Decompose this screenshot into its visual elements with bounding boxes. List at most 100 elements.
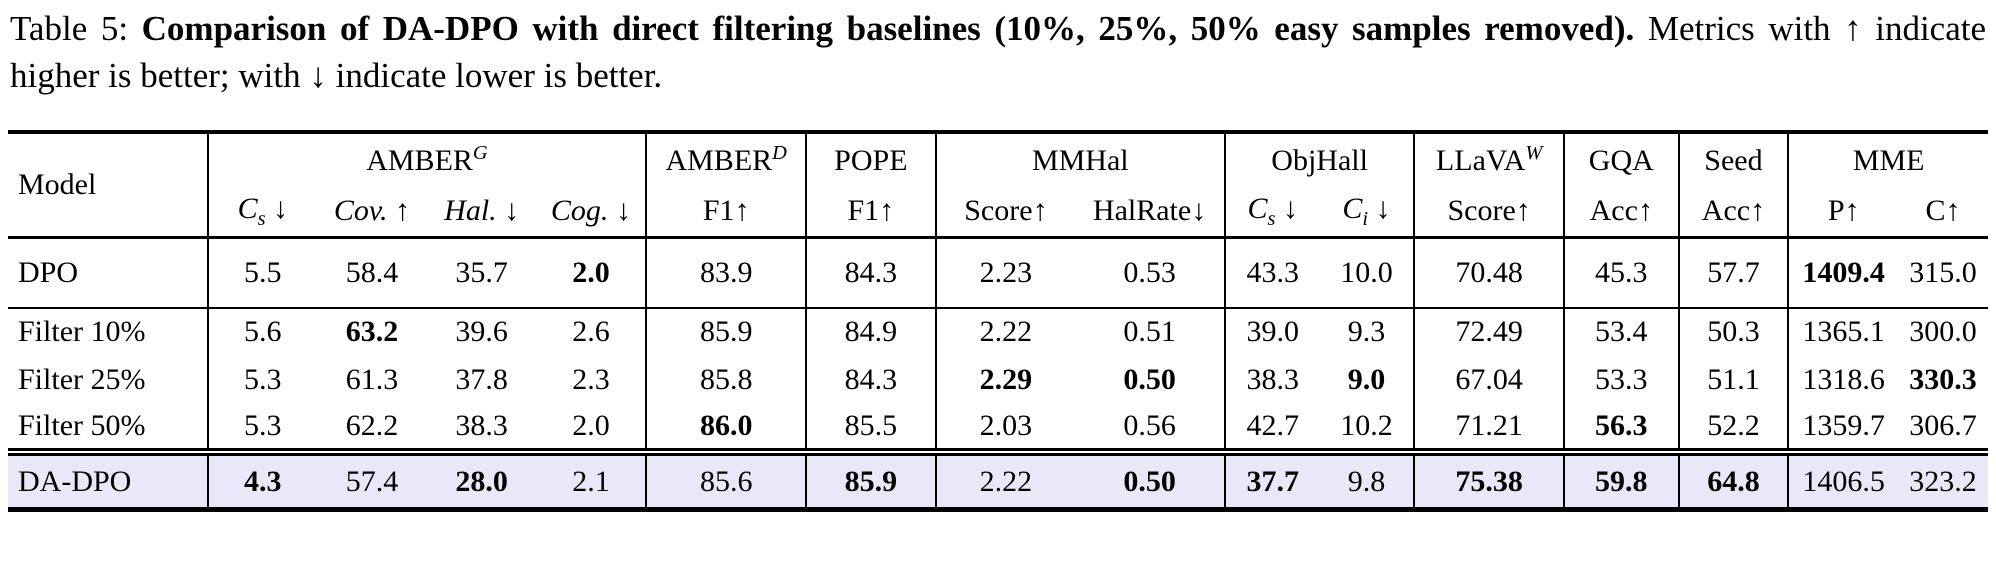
value-cell: 83.9: [646, 237, 808, 309]
col-group-llava-w: LLaVAW: [1414, 131, 1565, 186]
value-cell: 84.3: [806, 237, 937, 309]
value-cell: 9.0: [1319, 355, 1416, 404]
value-cell: 37.7: [1224, 451, 1320, 510]
col-group-seed: Seed: [1678, 131, 1790, 186]
value-cell: 57.4: [317, 451, 427, 510]
value-cell: 62.2: [317, 403, 427, 456]
value-cell: 0.53: [1075, 237, 1226, 309]
col-group-pope: POPE: [806, 131, 937, 186]
col-group-gqa: GQA: [1563, 131, 1680, 186]
value-cell: 2.23: [935, 237, 1076, 309]
subheader-pope-f1: F1↑: [806, 185, 937, 238]
value-cell: 0.51: [1075, 307, 1226, 356]
value-cell: 2.6: [536, 307, 648, 356]
value-cell: 300.0: [1909, 315, 1977, 349]
value-cell: 71.21: [1414, 403, 1565, 456]
value-cell: 5.3: [207, 403, 318, 456]
value-cell: 85.9: [806, 451, 937, 510]
table-row: Filter 25% 5.3 61.3 37.8 2.3 85.8 84.3 2.29 0.50…: [8, 355, 1988, 404]
subheader-cs: Cs ↓: [237, 191, 289, 230]
model-cell: Filter 25%: [8, 355, 209, 404]
col-group-mmhal: MMHal: [935, 131, 1226, 186]
value-cell: 2.0: [536, 403, 648, 456]
value-cell: 38.3: [1246, 362, 1300, 396]
value-cell: 5.6: [244, 315, 282, 349]
col-header-model: Model: [8, 131, 209, 238]
model-cell: DA-DPO: [8, 451, 209, 510]
subheader-cov: Cov. ↑: [333, 194, 410, 228]
value-cell: 39.6: [455, 315, 508, 349]
value-cell: 52.2: [1678, 403, 1790, 456]
value-cell: 1409.4: [1788, 237, 1899, 309]
value-cell: 28.0: [426, 451, 537, 510]
value-cell: 1365.1: [1802, 315, 1885, 349]
caption-note: Metrics with ↑ indicate higher is better…: [10, 9, 1987, 95]
value-cell: 56.3: [1563, 403, 1680, 456]
value-cell: 2.29: [979, 362, 1033, 396]
value-cell: 9.8: [1319, 451, 1416, 510]
subheader-objhall-cs: Cs ↓: [1247, 191, 1298, 230]
value-cell: 85.8: [646, 355, 808, 404]
value-cell: 70.48: [1414, 237, 1565, 309]
value-cell: 75.38: [1414, 451, 1565, 510]
subheader-objhall-ci: Ci ↓: [1319, 185, 1416, 238]
value-cell: 85.6: [646, 451, 808, 510]
value-cell: 42.7: [1224, 403, 1320, 456]
value-cell: 35.7: [426, 237, 537, 309]
table-caption: Table 5: Comparison of DA-DPO with direc…: [10, 6, 1986, 100]
value-cell: 53.4: [1563, 307, 1680, 356]
value-cell: 9.3: [1319, 307, 1416, 356]
col-group-mme: MME: [1852, 143, 1925, 177]
subheader-mmhal-score: Score↑: [964, 194, 1048, 228]
value-cell: 2.0: [536, 237, 648, 309]
value-cell: 39.0: [1246, 315, 1300, 349]
value-cell: 323.2: [1898, 451, 1988, 510]
value-cell: 330.3: [1909, 362, 1977, 396]
value-cell: 2.03: [935, 403, 1076, 456]
subheader-amberd-f1: F1↑: [646, 185, 808, 238]
value-cell: 306.7: [1898, 403, 1988, 456]
value-cell: 1406.5: [1788, 451, 1899, 510]
value-cell: 43.3: [1224, 237, 1320, 309]
subheader-seed-acc: Acc↑: [1678, 185, 1790, 238]
col-group-amber-d: AMBERD: [646, 131, 808, 186]
value-cell: 0.50: [1075, 451, 1226, 510]
value-cell: 0.50: [1075, 355, 1226, 404]
value-cell: 315.0: [1898, 237, 1988, 309]
value-cell: 38.3: [426, 403, 537, 456]
value-cell: 57.7: [1678, 237, 1790, 309]
value-cell: 2.3: [536, 355, 648, 404]
value-cell: 50.3: [1678, 307, 1790, 356]
model-cell: Filter 10%: [8, 307, 209, 356]
value-cell: 10.0: [1319, 237, 1416, 309]
value-cell: 1318.6: [1802, 362, 1885, 396]
value-cell: 4.3: [207, 451, 318, 510]
value-cell: 53.3: [1563, 355, 1680, 404]
value-cell: 51.1: [1678, 355, 1790, 404]
model-cell: Filter 50%: [8, 403, 209, 456]
value-cell: 61.3: [345, 362, 399, 396]
value-cell: 5.3: [244, 362, 282, 396]
value-cell: 84.3: [806, 355, 937, 404]
value-cell: 63.2: [345, 315, 399, 349]
value-cell: 59.8: [1563, 451, 1680, 510]
table-row: DA-DPO 4.3 57.4 28.0 2.1 85.6 85.9 2.22 0.50 37.7…: [8, 451, 1988, 510]
value-cell: 0.56: [1075, 403, 1226, 456]
value-cell: 64.8: [1678, 451, 1790, 510]
subheader-mme-p: P↑: [1827, 194, 1860, 228]
subheader-mme-c: C↑: [1925, 194, 1961, 228]
value-cell: 67.04: [1414, 355, 1565, 404]
table-row: Filter 10% 5.6 63.2 39.6 2.6 85.9 84.9 2.22 0.51…: [8, 307, 1988, 356]
value-cell: 84.9: [806, 307, 937, 356]
col-group-amber-g: AMBERG: [207, 131, 648, 186]
value-cell: 2.22: [979, 315, 1033, 349]
value-cell: 45.3: [1563, 237, 1680, 309]
subheader-hal: Hal. ↓: [444, 194, 520, 228]
caption-title: Comparison of DA-DPO with direct filteri…: [141, 9, 1635, 48]
table-row: Filter 50% 5.3 62.2 38.3 2.0 86.0 85.5 2.03 0.56…: [8, 403, 1988, 456]
results-table: Model AMBERG AMBERD POPE MMHal ObjHall L…: [8, 129, 1988, 513]
value-cell: 1359.7: [1788, 403, 1899, 456]
metric-header-row: Cs ↓ Cov. ↑ Hal. ↓ Cog. ↓ F1↑ F1↑ Score↑…: [8, 185, 1988, 238]
value-cell: 85.9: [646, 307, 808, 356]
group-header-row: Model AMBERG AMBERD POPE MMHal ObjHall L…: [8, 131, 1988, 238]
